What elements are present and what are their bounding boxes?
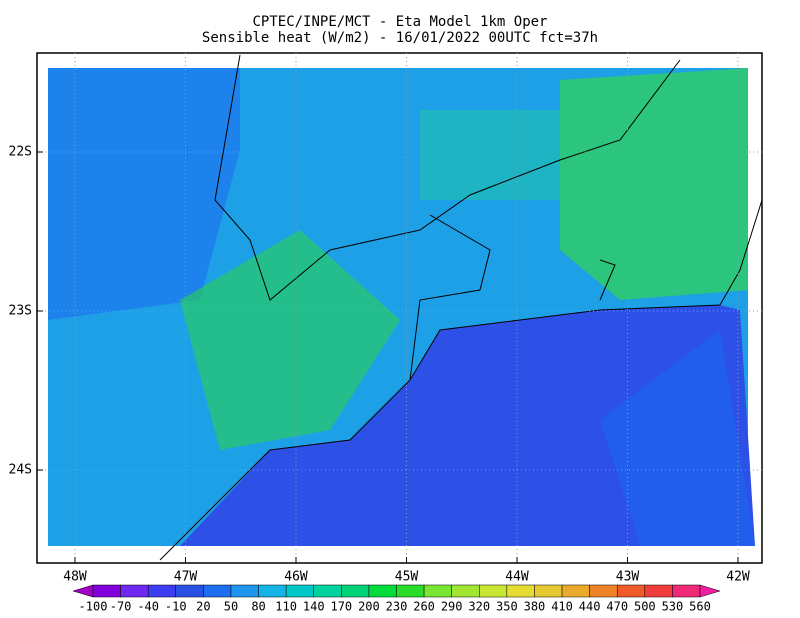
colorbar-label: 20 (196, 600, 210, 614)
colorbar-box (258, 584, 287, 598)
colorbar-label: 80 (251, 600, 265, 614)
colorbar-label: 260 (413, 600, 435, 614)
colorbar-box (175, 584, 204, 598)
lat-label: 24S (9, 463, 32, 478)
colorbar-box (644, 584, 673, 598)
ocean-patch (600, 330, 755, 546)
colorbar-label: 410 (551, 600, 573, 614)
colorbar-box (561, 584, 590, 598)
lon-label: 46W (284, 570, 308, 585)
title: CPTEC/INPE/MCT - Eta Model 1km Oper (252, 14, 547, 30)
colorbar-label: 170 (330, 600, 352, 614)
colorbar-box (285, 584, 314, 598)
sensible-heat-field (48, 68, 755, 546)
colorbar-label: 110 (275, 600, 297, 614)
colorbar-box (203, 584, 232, 598)
colorbar-box (451, 584, 480, 598)
colorbar-box (479, 584, 508, 598)
colorbar-label: 320 (468, 600, 490, 614)
lon-label: 43W (616, 570, 640, 585)
ocean-field (180, 305, 755, 546)
colorbar-label: -70 (110, 600, 132, 614)
colorbar-label: 50 (224, 600, 238, 614)
lon-label: 42W (726, 570, 750, 585)
colorbar-box (92, 584, 121, 598)
colorbar-box (313, 584, 342, 598)
lon-label: 48W (63, 570, 87, 585)
colorbar-label: 230 (386, 600, 408, 614)
colorbar-label: 530 (662, 600, 684, 614)
lon-label: 47W (174, 570, 198, 585)
colorbar-label: 470 (606, 600, 628, 614)
colorbar-box (423, 584, 452, 598)
colorbar-label: 200 (358, 600, 380, 614)
field-patch (420, 110, 560, 200)
colorbar-box (230, 584, 259, 598)
colorbar-label: 380 (524, 600, 546, 614)
colorbar-box (341, 584, 370, 598)
colorbar-label: 440 (579, 600, 601, 614)
colorbar-label: -10 (165, 600, 187, 614)
colorbar-label: -40 (137, 600, 159, 614)
colorbar-box (396, 584, 425, 598)
colorbar-end (72, 584, 94, 598)
lat-label: 23S (9, 304, 32, 319)
colorbar-label: 290 (441, 600, 463, 614)
colorbar-box (672, 584, 701, 598)
colorbar-box (506, 584, 535, 598)
lon-label: 44W (505, 570, 529, 585)
colorbar-label: 500 (634, 600, 656, 614)
lon-label: 45W (395, 570, 419, 585)
subtitle: Sensible heat (W/m2) - 16/01/2022 00UTC … (202, 30, 598, 46)
colorbar-box (368, 584, 397, 598)
field-patch (48, 68, 240, 320)
field-patch (560, 68, 748, 300)
map-frame (36, 52, 763, 564)
colorbar-label: -100 (79, 600, 108, 614)
colorbar-box (616, 584, 646, 598)
colorbar-box (147, 584, 177, 598)
colorbar-label: 560 (689, 600, 711, 614)
colorbar-label: 350 (496, 600, 518, 614)
coastline-borders (159, 54, 763, 561)
lat-label: 22S (9, 145, 32, 160)
colorbar-box (534, 584, 563, 598)
colorbar-end (699, 584, 721, 598)
colorbar-label: 140 (303, 600, 325, 614)
colorbar-box (589, 584, 618, 598)
colorbar-box (120, 584, 149, 598)
field-patch (180, 230, 400, 450)
